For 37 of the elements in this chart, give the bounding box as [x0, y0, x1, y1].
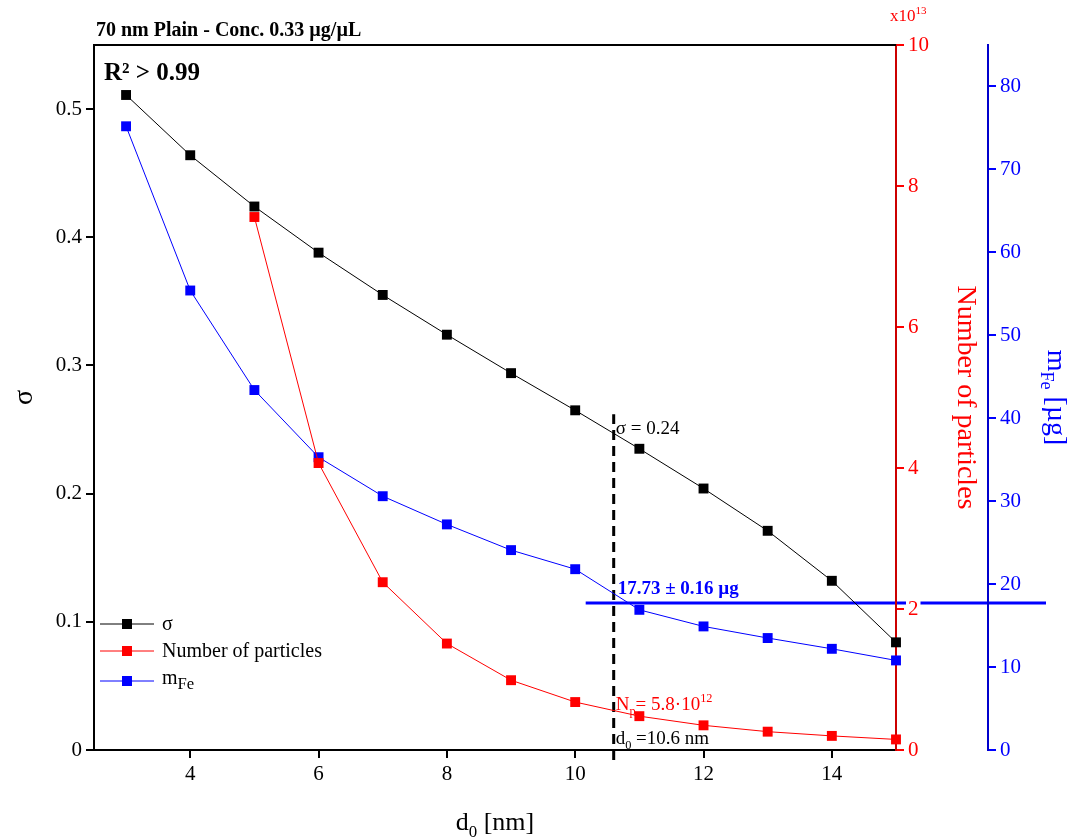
legend-label: Number of particles	[162, 638, 322, 664]
y-tick-label: 0	[71, 736, 82, 761]
x-tick-label: 14	[821, 761, 843, 786]
y2-tick-label: 8	[908, 172, 919, 197]
y-tick-label: 0.2	[55, 480, 82, 505]
y3-tick-label: 0	[1000, 736, 1011, 761]
y-axis-title: σ	[7, 389, 38, 406]
y3-tick-label: 60	[1000, 238, 1021, 263]
y3-tick-label: 30	[1000, 487, 1021, 512]
y2-tick-label: 0	[908, 736, 919, 761]
y2-tick-label: 2	[908, 595, 919, 620]
x-tick-label: 12	[693, 761, 715, 786]
y2-tick-label: 10	[908, 31, 929, 56]
legend-label: m$_{Fe}$	[162, 665, 195, 695]
y-tick-label: 0.3	[55, 351, 82, 376]
y3-tick-label: 80	[1000, 72, 1021, 97]
legend-label: σ	[162, 611, 173, 636]
x-tick-label: 8	[441, 761, 453, 786]
y-tick-label: 0.5	[55, 95, 82, 120]
y-tick-label: 0.4	[55, 223, 83, 248]
annotation: R² > 0.99	[104, 58, 201, 85]
y3-tick-label: 50	[1000, 321, 1021, 346]
y3-axis-title: mFe [µg]	[1037, 349, 1073, 446]
y3-tick-label: 20	[1000, 570, 1021, 595]
y2-axis-title: Number of particles	[952, 285, 983, 510]
y-tick-label: 0.1	[55, 608, 82, 633]
y2-tick-label: 4	[908, 454, 919, 479]
ref-line-label: 17.73 ± 0.16 µg	[617, 576, 740, 598]
y3-tick-label: 70	[1000, 155, 1021, 180]
x-tick-label: 4	[184, 761, 196, 786]
y2-tick-label: 6	[908, 313, 919, 338]
annotation: σ = 0.24	[615, 417, 680, 439]
y3-tick-label: 10	[1000, 653, 1021, 678]
chart-title: 70 nm Plain - Conc. 0.33 µg/µL	[96, 18, 362, 41]
y3-tick-label: 40	[1000, 404, 1021, 429]
x-tick-label: 10	[564, 761, 586, 786]
x-tick-label: 6	[313, 761, 324, 786]
